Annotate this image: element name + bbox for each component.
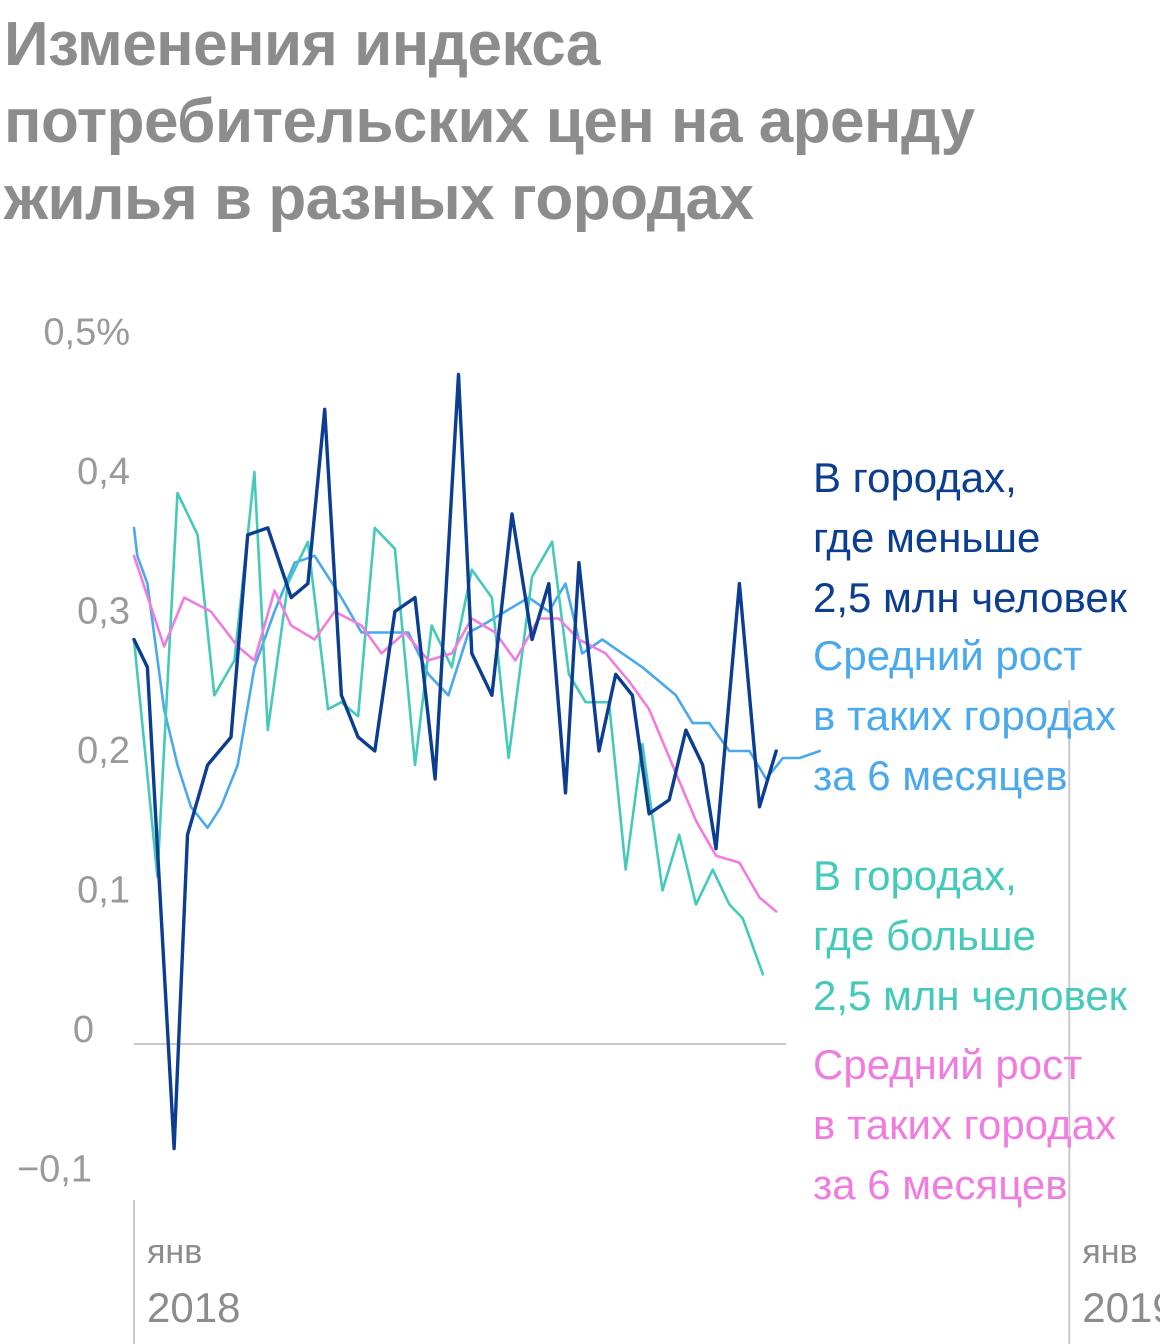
legend-text-line: 2,5 млн человек	[813, 972, 1128, 1019]
x-tick-month-label: янв	[147, 1233, 202, 1271]
x-tick-month-label: янв	[1082, 1233, 1137, 1271]
legend-text-line: за 6 месяцев	[813, 752, 1068, 799]
legend-entry-large_cities: В городах, где больше 2,5 млн человек	[813, 846, 1127, 1026]
legend-text-line: где меньше	[813, 514, 1041, 561]
y-tick-label: 0,2	[77, 730, 130, 772]
legend-text-line: 2,5 млн человек	[813, 574, 1128, 621]
legend-entry-large_avg: Средний рост в таких городах за 6 месяцев	[813, 1035, 1116, 1215]
x-tick-year-label: 2019	[1082, 1284, 1160, 1331]
legend-text-line: в таких городах	[813, 1101, 1117, 1148]
legend-text-line: Средний рост	[813, 1041, 1083, 1088]
y-tick-label: 0,3	[77, 591, 130, 633]
y-tick-label: 0,4	[77, 451, 130, 493]
legend-entry-small_avg: Средний рост в таких городах за 6 месяцев	[813, 626, 1116, 806]
title-line-2: потребительских цен на аренду	[4, 87, 975, 156]
x-tick-year-label: 2018	[147, 1284, 240, 1331]
legend-text-line: за 6 месяцев	[813, 1161, 1068, 1208]
title-line-1: Изменения индекса	[4, 10, 600, 79]
legend-text-line: где больше	[813, 912, 1036, 959]
title-line-3: жилья в разных городах	[4, 164, 754, 233]
legend-text-line: В городах,	[813, 454, 1017, 501]
y-tick-label: −0,1	[17, 1149, 92, 1191]
series-line-small_avg	[132, 526, 822, 830]
chart-title: Изменения индекса потребительских цен на…	[4, 6, 1154, 237]
y-tick-label: 0,1	[77, 870, 130, 912]
legend-entry-small_cities: В городах, где меньше 2,5 млн человек	[813, 448, 1127, 628]
y-tick-label: 0	[73, 1009, 94, 1051]
y-tick-label: 0,5%	[43, 312, 130, 354]
series-line-small_cities	[132, 372, 778, 1151]
legend-text-line: в таких городах	[813, 692, 1117, 739]
legend-text-line: Средний рост	[813, 632, 1083, 679]
legend-text-line: В городах,	[813, 852, 1017, 899]
